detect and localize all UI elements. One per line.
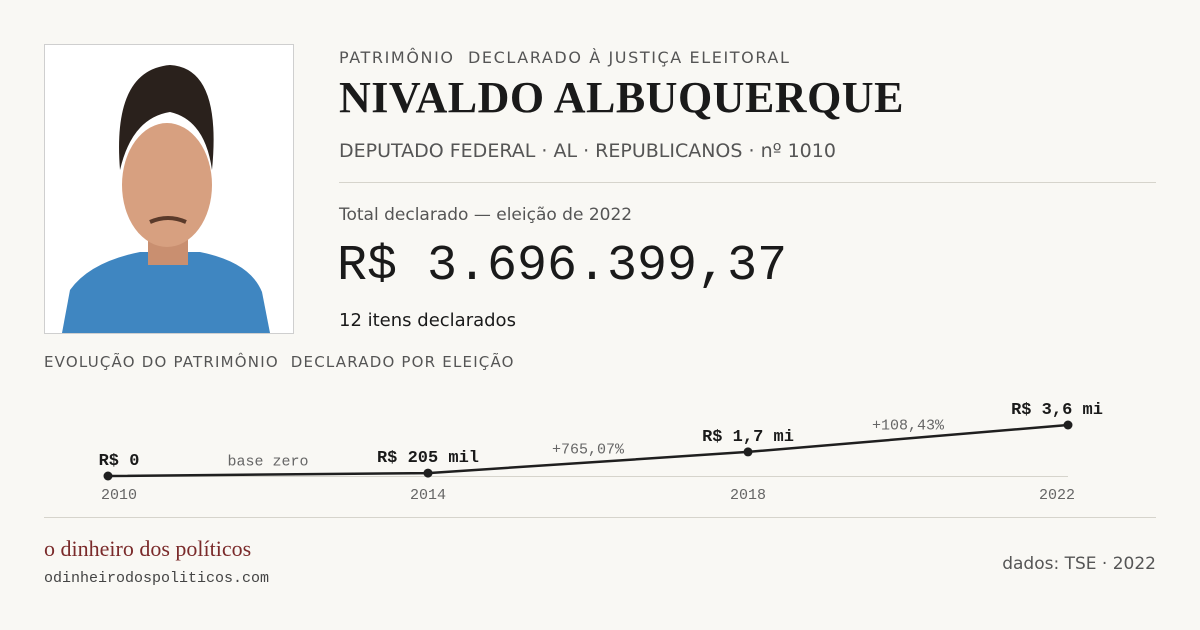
x-tick-label: 2014 (410, 487, 446, 504)
candidate-role: DEPUTADO FEDERAL · AL · REPUBLICANOS · n… (339, 140, 836, 162)
x-tick-label: 2010 (101, 487, 137, 504)
x-tick-label: 2022 (1039, 487, 1075, 504)
photo-hair (119, 65, 214, 170)
value-label: R$ 0 (99, 452, 140, 471)
point (103, 471, 113, 481)
segment-label: +765,07% (552, 442, 625, 459)
value-label: R$ 1,7 mi (702, 428, 794, 447)
brand: o dinheiro dos políticos (44, 536, 251, 561)
point (743, 447, 753, 457)
data-source: dados: TSE · 2022 (1002, 554, 1156, 574)
photo (44, 44, 294, 334)
total-label: Total declarado — eleição de 2022 (338, 205, 632, 225)
x-tick-label: 2018 (730, 487, 766, 504)
value-label: R$ 205 mil (377, 449, 479, 468)
point (423, 468, 433, 478)
segment-label: +108,43% (872, 417, 945, 434)
photo-shirt (62, 252, 270, 333)
value-label: R$ 3,6 mi (1011, 401, 1103, 420)
chart-title: EVOLUÇÃO DO PATRIMÔNIO DECLARADO POR ELE… (44, 352, 515, 371)
eyebrow: PATRIMÔNIO DECLARADO À JUSTIÇA ELEITORAL (339, 48, 791, 67)
total-amount: R$ 3.696.399,37 (337, 238, 787, 295)
items-count: 12 itens declarados (339, 310, 516, 331)
photo-face (122, 123, 212, 247)
chart: base zero +765,07% +108,43% R$ 0 2010 R$ 205 … (99, 401, 1103, 504)
site-url: odinheirodospoliticos.com (44, 570, 269, 587)
line (107, 423, 1069, 478)
segment-label: base zero (227, 454, 308, 471)
candidate-name: NIVALDO ALBUQUERQUE (339, 73, 904, 122)
point (1063, 420, 1073, 430)
photo-mustache (149, 216, 187, 224)
